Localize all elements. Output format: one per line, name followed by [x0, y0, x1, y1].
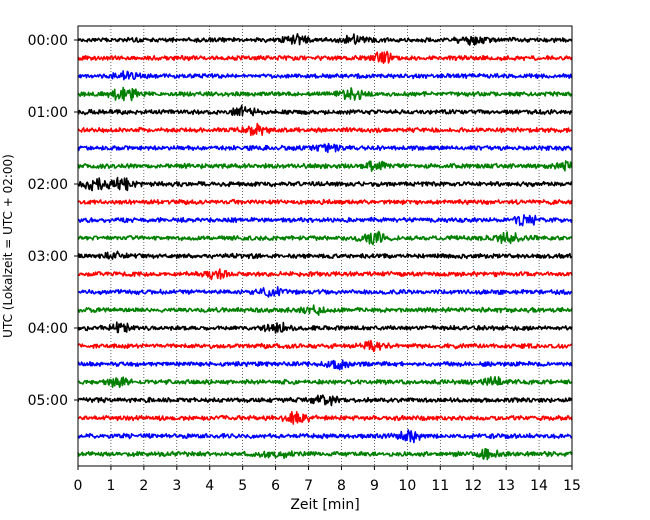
trace-0130 [77, 142, 573, 154]
trace-0400 [77, 321, 573, 334]
trace-0000 [77, 33, 573, 46]
x-tick-label-0: 0 [74, 478, 83, 494]
trace-0230 [77, 214, 573, 227]
trace-0345 [77, 304, 573, 316]
trace-0200 [77, 176, 573, 192]
x-tick-label-10: 10 [398, 478, 416, 494]
y-axis: 00:00 01:00 02:00 03:00 04:00 05:00 [28, 33, 78, 409]
trace-0530 [77, 429, 573, 444]
trace-0315 [77, 268, 573, 281]
trace-0145 [77, 160, 573, 172]
x-axis-label: Zeit [min] [290, 497, 359, 513]
trace-layer [77, 33, 573, 461]
y-tick-label-02:00: 02:00 [28, 177, 68, 193]
x-tick-label-8: 8 [337, 478, 346, 494]
x-tick-label-11: 11 [431, 478, 449, 494]
x-tick-label-4: 4 [205, 478, 214, 494]
x-tick-label-15: 15 [563, 478, 581, 494]
y-tick-label-05:00: 05:00 [28, 393, 68, 409]
trace-0330 [77, 286, 573, 298]
x-tick-label-5: 5 [238, 478, 247, 494]
trace-0030 [77, 70, 573, 81]
x-tick-label-12: 12 [464, 478, 482, 494]
trace-0430 [77, 359, 573, 371]
x-tick-label-13: 13 [497, 478, 515, 494]
x-tick-label-1: 1 [106, 478, 115, 494]
y-tick-label-04:00: 04:00 [28, 321, 68, 337]
x-tick-label-6: 6 [271, 478, 280, 494]
x-tick-label-2: 2 [139, 478, 148, 494]
trace-0015 [77, 50, 573, 64]
trace-0215 [77, 198, 573, 206]
x-tick-label-14: 14 [530, 478, 548, 494]
trace-0245 [77, 230, 573, 246]
trace-0445 [77, 376, 573, 389]
y-tick-label-00:00: 00:00 [28, 33, 68, 49]
trace-0415 [77, 339, 573, 353]
x-tick-label-7: 7 [304, 478, 313, 494]
y-tick-label-03:00: 03:00 [28, 249, 68, 265]
plot-frame [77, 25, 573, 467]
y-tick-label-01:00: 01:00 [28, 105, 68, 121]
x-tick-label-3: 3 [172, 478, 181, 494]
y-axis-label: UTC (Lokalzeit = UTC + 02:00) [1, 154, 15, 338]
x-axis: 0 1 2 3 4 5 6 7 8 9 10 11 12 13 14 15 [74, 466, 581, 494]
grid-lines [110, 26, 540, 466]
trace-0100 [77, 104, 573, 117]
trace-0115 [77, 122, 573, 137]
trace-0045 [77, 86, 573, 102]
trace-0515 [77, 411, 573, 425]
x-tick-label-9: 9 [370, 478, 379, 494]
trace-0545 [77, 447, 573, 461]
trace-0300 [77, 250, 573, 260]
trace-0500 [77, 394, 573, 407]
